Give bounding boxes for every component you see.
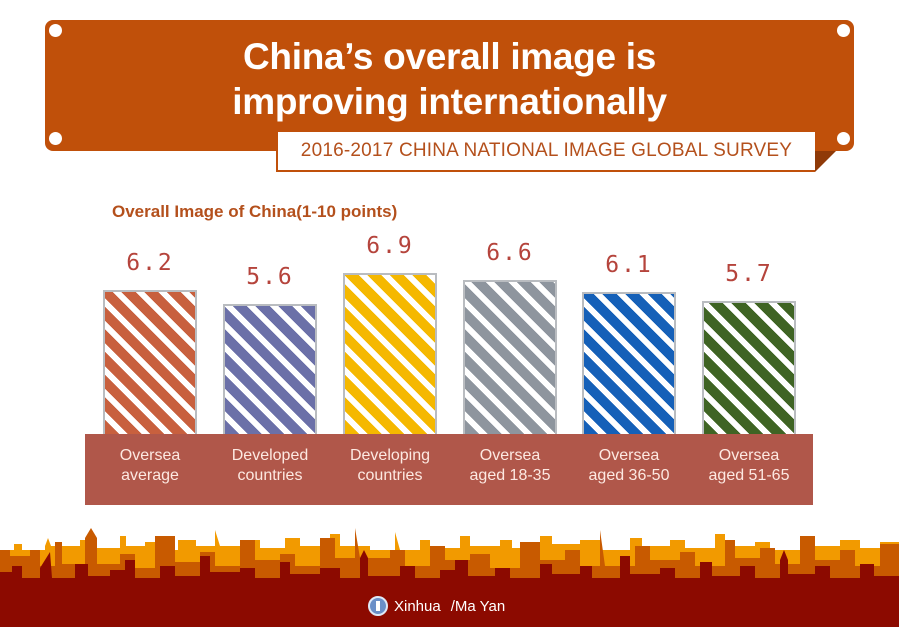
bar xyxy=(582,292,676,434)
xinhua-logo-icon xyxy=(368,596,388,616)
bar xyxy=(463,280,557,434)
category-label-line1: Developing xyxy=(349,447,431,464)
category-label-line2: countries xyxy=(237,467,303,484)
bar-value-label: 6.2 xyxy=(126,250,174,276)
banner-hole xyxy=(837,132,850,145)
banner-hole xyxy=(837,24,850,37)
bar-value-label: 6.1 xyxy=(605,252,653,278)
category-label-line1: Oversea xyxy=(119,447,181,464)
category-label: Oversea aged 18-35 xyxy=(450,446,570,486)
bar-value-label: 5.7 xyxy=(725,261,773,287)
bar xyxy=(702,301,796,434)
category-label-line2: aged 51-65 xyxy=(708,467,790,484)
skyline-decoration xyxy=(0,528,899,627)
category-label-line1: Oversea xyxy=(718,447,780,464)
title-banner: China’s overall image is improving inter… xyxy=(45,20,854,151)
credit-source: Xinhua xyxy=(394,597,441,615)
banner-hole xyxy=(49,24,62,37)
category-label-line2: aged 18-35 xyxy=(469,467,551,484)
category-label: Oversea aged 36-50 xyxy=(569,446,689,486)
ribbon-fold xyxy=(815,151,836,172)
category-label: Developing countries xyxy=(330,446,450,486)
title-line-1: China’s overall image is xyxy=(243,36,656,77)
bar xyxy=(343,273,437,434)
page-title: China’s overall image is improving inter… xyxy=(45,34,854,124)
bar-value-label: 6.6 xyxy=(486,240,534,266)
category-label: Oversea average xyxy=(90,446,210,486)
chart-title: Overall Image of China(1-10 points) xyxy=(112,202,398,221)
category-label-line1: Oversea xyxy=(479,447,541,464)
category-label-line1: Developed xyxy=(231,447,309,464)
subtitle: 2016-2017 CHINA NATIONAL IMAGE GLOBAL SU… xyxy=(300,140,793,161)
credit-author: /Ma Yan xyxy=(450,597,506,615)
category-label: Developed countries xyxy=(210,446,330,486)
title-line-2: improving internationally xyxy=(232,81,667,122)
category-label-line2: aged 36-50 xyxy=(588,467,670,484)
bar-value-label: 6.9 xyxy=(366,233,414,259)
category-label-line2: countries xyxy=(357,467,423,484)
category-label-line2: average xyxy=(121,467,179,484)
bar xyxy=(223,304,317,434)
category-label-line1: Oversea xyxy=(598,447,660,464)
bar xyxy=(103,290,197,434)
banner-hole xyxy=(49,132,62,145)
credit-line: Xinhua /Ma Yan xyxy=(368,596,505,616)
category-label: Oversea aged 51-65 xyxy=(689,446,809,486)
subtitle-box: 2016-2017 CHINA NATIONAL IMAGE GLOBAL SU… xyxy=(276,132,815,172)
category-label-band: Oversea average Developed countries Developi… xyxy=(85,434,813,505)
bar-value-label: 5.6 xyxy=(246,264,294,290)
